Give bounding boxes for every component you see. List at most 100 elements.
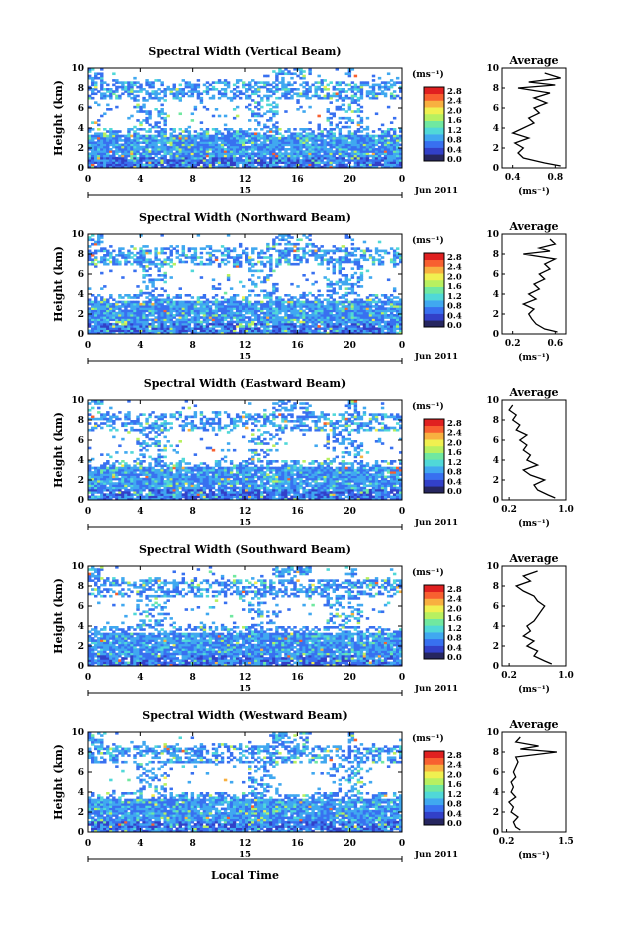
- heatmap-cell: [330, 294, 333, 297]
- heatmap-cell: [227, 135, 230, 138]
- heatmap-cell: [393, 135, 396, 138]
- heatmap-cell: [212, 278, 215, 281]
- heatmap-cell: [275, 283, 278, 286]
- heatmap-cell: [242, 250, 245, 253]
- heatmap-cell: [142, 330, 145, 333]
- heatmap-cell: [242, 84, 245, 87]
- heatmap-cell: [239, 310, 242, 313]
- heatmap-cell: [215, 144, 218, 147]
- heatmap-cell: [296, 75, 299, 78]
- heatmap-cell: [133, 84, 136, 87]
- heatmap-cell: [145, 285, 148, 288]
- heatmap-cell: [206, 159, 209, 162]
- heatmap-cell: [330, 95, 333, 98]
- heatmap-cell: [251, 310, 254, 313]
- heatmap-cell: [176, 164, 179, 167]
- heatmap-cell: [324, 321, 327, 324]
- heatmap-cell: [348, 278, 351, 281]
- heatmap-cell: [139, 84, 142, 87]
- heatmap-cell: [236, 95, 239, 98]
- heatmap-cell: [278, 250, 281, 253]
- heatmap-cell: [354, 75, 357, 78]
- heatmap-cell: [293, 144, 296, 147]
- heatmap-cell: [302, 95, 305, 98]
- heatmap-cell: [200, 132, 203, 135]
- heatmap-cell: [103, 298, 106, 301]
- heatmap-cell: [179, 301, 182, 304]
- heatmap-cell: [88, 487, 91, 490]
- heatmap-cell: [100, 301, 103, 304]
- heatmap-cell: [269, 95, 272, 98]
- colorbar-band: [424, 87, 444, 94]
- heatmap-cell: [257, 330, 260, 333]
- heatmap-cell: [230, 132, 233, 135]
- colorbar-band: [424, 134, 444, 141]
- heatmap-cell: [212, 155, 215, 158]
- heatmap-cell: [127, 310, 130, 313]
- heatmap-cell: [266, 84, 269, 87]
- heatmap-cell: [148, 330, 151, 333]
- heatmap-cell: [342, 108, 345, 111]
- heatmap-cell: [188, 130, 191, 133]
- heatmap-cell: [203, 106, 206, 109]
- heatmap-cell: [342, 261, 345, 264]
- heatmap-cell: [342, 97, 345, 100]
- heatmap-cell: [257, 132, 260, 135]
- heatmap-cell: [354, 283, 357, 286]
- heatmap-cell: [227, 321, 230, 324]
- heatmap-cell: [275, 110, 278, 113]
- heatmap-cell: [160, 135, 163, 138]
- heatmap-cell: [145, 301, 148, 304]
- heatmap-cell: [115, 254, 118, 257]
- heatmap-cell: [94, 92, 97, 95]
- heatmap-cell: [224, 135, 227, 138]
- heatmap-cell: [354, 135, 357, 138]
- heatmap-cell: [387, 144, 390, 147]
- heatmap-cell: [336, 88, 339, 91]
- heatmap-cell: [215, 310, 218, 313]
- heatmap-cell: [197, 135, 200, 138]
- heatmap-cell: [242, 285, 245, 288]
- heatmap-cell: [194, 155, 197, 158]
- heatmap-cell: [339, 88, 342, 91]
- heatmap-cell: [339, 117, 342, 120]
- heatmap-cell: [339, 310, 342, 313]
- heatmap-cell: [245, 316, 248, 319]
- heatmap-cell: [176, 294, 179, 297]
- heatmap-cell: [254, 81, 257, 84]
- heatmap-cell: [197, 132, 200, 135]
- heatmap-cell: [100, 476, 103, 479]
- heatmap-cell: [390, 164, 393, 167]
- heatmap-cell: [112, 256, 115, 259]
- heatmap-cell: [160, 97, 163, 100]
- heatmap-cell: [185, 155, 188, 158]
- heatmap-cell: [327, 267, 330, 270]
- heatmap-cell: [251, 99, 254, 102]
- heatmap-cell: [372, 95, 375, 98]
- heatmap-cell: [269, 310, 272, 313]
- heatmap-cell: [351, 310, 354, 313]
- heatmap-cell: [254, 294, 257, 297]
- heatmap-cell: [327, 164, 330, 167]
- heatmap-cell: [284, 250, 287, 253]
- heatmap-cell: [221, 301, 224, 304]
- heatmap-cell: [342, 135, 345, 138]
- heatmap-cell: [112, 164, 115, 167]
- heatmap-cell: [215, 321, 218, 324]
- date-label: Jun 2011: [414, 186, 458, 196]
- heatmap-cell: [327, 95, 330, 98]
- heatmap-cell: [372, 130, 375, 133]
- heatmap-cell: [103, 476, 106, 479]
- heatmap-cell: [142, 88, 145, 91]
- heatmap-cell: [91, 135, 94, 138]
- heatmap-cell: [345, 135, 348, 138]
- heatmap-cell: [384, 310, 387, 313]
- heatmap-cell: [293, 135, 296, 138]
- heatmap-cell: [200, 135, 203, 138]
- heatmap-cell: [278, 296, 281, 299]
- heatmap-cell: [311, 310, 314, 313]
- heatmap-cell: [188, 310, 191, 313]
- heatmap-cell: [278, 137, 281, 140]
- heatmap-cell: [390, 84, 393, 87]
- heatmap-cell: [369, 90, 372, 93]
